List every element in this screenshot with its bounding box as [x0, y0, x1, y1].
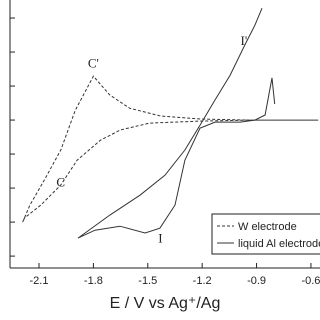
annotation: I	[158, 230, 162, 245]
x-tick-label: -0.6	[301, 275, 320, 287]
x-tick-label: -0.9	[247, 275, 266, 287]
annotation: C	[56, 174, 65, 189]
x-axis-label: E / V vs Ag⁺/Ag	[110, 295, 221, 312]
x-tick-label: -2.1	[30, 275, 49, 287]
x-tick-label: -1.5	[138, 275, 157, 287]
x-tick-label: -1.2	[193, 275, 212, 287]
series-line	[22, 75, 319, 223]
annotation: I'	[241, 33, 248, 48]
legend-box	[211, 213, 320, 255]
legend-label: liquid Al electrode	[238, 238, 320, 250]
x-tick-label: -1.8	[84, 275, 103, 287]
annotation: C'	[88, 55, 99, 70]
legend-label: W electrode	[238, 221, 297, 233]
series-line	[77, 8, 276, 239]
